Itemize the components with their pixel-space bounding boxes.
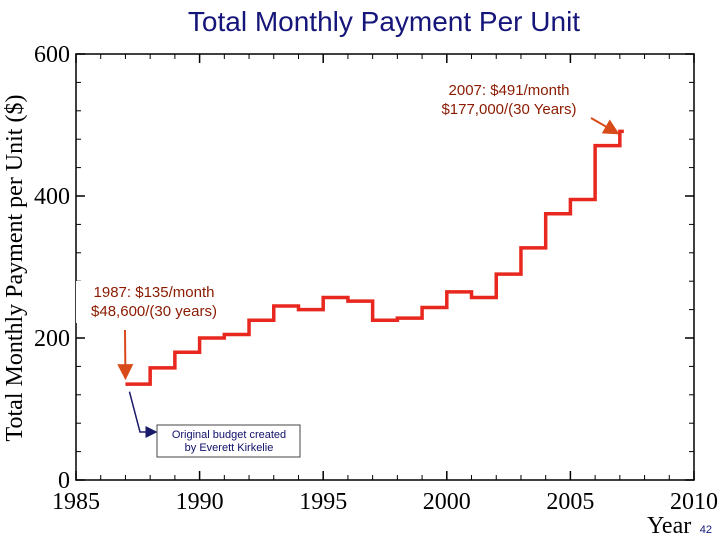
x-tick-label: 2010 <box>670 489 718 515</box>
x-tick-label: 2005 <box>546 489 594 515</box>
original-budget-box <box>156 424 301 458</box>
x-tick-label: 1990 <box>176 489 224 515</box>
x-tick-labels: 1985 1990 1995 2000 2005 2010 <box>52 489 718 515</box>
y-tick-labels: 0 200 400 600 <box>34 42 70 494</box>
y-axis-title: Total Monthly Payment per Unit ($) <box>2 95 28 442</box>
annotation-2007-line-2: $177,000/(30 Years) <box>441 101 576 118</box>
annotation-1987: 1987: $135/month $48,600/(30 years) <box>91 284 217 320</box>
y-tick-label: 0 <box>58 468 70 494</box>
x-axis-title: Year <box>647 513 691 539</box>
axis-ticks <box>75 53 695 481</box>
x-tick-label: 2000 <box>423 489 471 515</box>
y-tick-label: 200 <box>34 326 70 352</box>
chart-title: Total Monthly Payment Per Unit <box>187 6 581 37</box>
annotation-1987-line-1: 1987: $135/month <box>94 284 215 301</box>
series-line <box>125 129 624 386</box>
annotation-2007-arrow <box>590 117 620 135</box>
original-budget-line-1: Original budget created <box>172 429 286 441</box>
x-tick-label: 1995 <box>299 489 347 515</box>
annotation-2007: 2007: $491/month $177,000/(30 Years) <box>441 82 576 118</box>
original-budget-line-2: by Everett Kirkelie <box>185 442 274 454</box>
y-tick-label: 400 <box>34 184 70 210</box>
x-tick-label: 1985 <box>52 489 100 515</box>
y-tick-label: 600 <box>34 42 70 68</box>
annotation-1987-line-2: $48,600/(30 years) <box>91 303 217 320</box>
annotation-1987-background <box>76 281 232 323</box>
original-budget-arrow <box>128 391 158 438</box>
plot-frame <box>75 53 695 481</box>
annotation-2007-line-1: 2007: $491/month <box>449 82 570 99</box>
page-number: 42 <box>699 524 712 536</box>
